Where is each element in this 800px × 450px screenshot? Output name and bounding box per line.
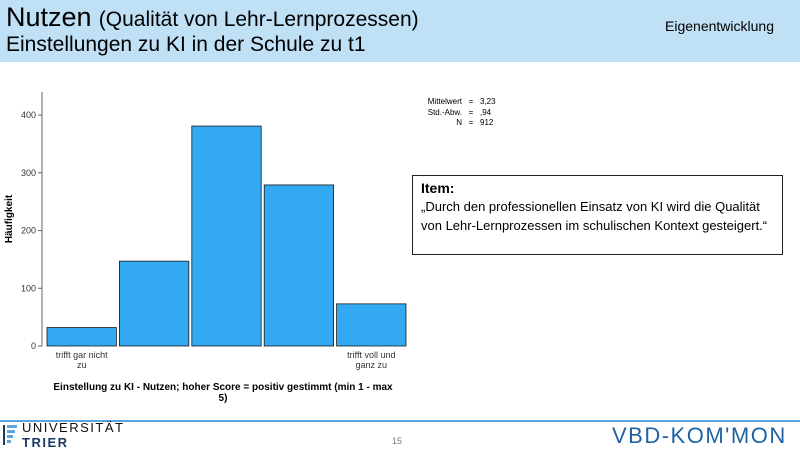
stats-row-mean: Mittelwert = 3,23 xyxy=(410,97,510,108)
title-main: Nutzen xyxy=(6,2,92,32)
page-number: 15 xyxy=(392,436,403,446)
bar-5 xyxy=(336,303,407,347)
y-axis-title: Häufigkeit xyxy=(4,194,15,243)
equals-sign: = xyxy=(468,107,474,117)
item-text: „Durch den professionellen Einsatz von K… xyxy=(421,199,768,233)
sd-label: Std.-Abw. xyxy=(427,107,462,117)
y-tick-label: 200 xyxy=(21,226,36,236)
x-tick-label: trifft gar nicht zu xyxy=(56,350,108,370)
stats-row-sd: Std.-Abw. = ,94 xyxy=(410,108,510,119)
n-label: N xyxy=(456,118,462,127)
y-tick-label: 300 xyxy=(21,168,36,178)
histogram-chart: 0 100 200 300 400 trifft gar nicht zu trifft v… xyxy=(4,92,407,404)
page-subtitle: Einstellungen zu KI in der Schule zu t1 xyxy=(6,33,366,56)
university-city: TRIER xyxy=(22,435,69,450)
stats-summary: Mittelwert = 3,23 Std.-Abw. = ,94 N = 91… xyxy=(410,97,510,129)
item-box: Item: „Durch den professionellen Einsatz… xyxy=(412,175,783,255)
y-axis: 0 100 200 300 400 xyxy=(21,92,43,351)
x-axis-title: Einstellung zu KI - Nutzen; hoher Score … xyxy=(53,382,393,404)
n-value: 912 xyxy=(480,118,494,127)
university-name: UNIVERSITÄT xyxy=(22,420,125,435)
source-label: Eigenentwicklung xyxy=(665,18,774,34)
stats-row-n: N = 912 xyxy=(410,118,510,129)
university-logo-icon xyxy=(3,425,17,445)
brand-logo: VBD-KOM'MON xyxy=(612,423,787,448)
y-tick-label: 400 xyxy=(21,110,36,120)
x-tick-label: trifft voll und ganz zu xyxy=(347,350,395,370)
bar-3 xyxy=(191,125,262,347)
bar-1 xyxy=(46,327,117,347)
bars xyxy=(46,125,407,347)
equals-sign: = xyxy=(468,97,474,106)
header-banner: Nutzen (Qualität von Lehr-Lernprozessen)… xyxy=(0,0,800,62)
y-tick-label: 100 xyxy=(21,283,36,293)
sd-value: ,94 xyxy=(480,107,492,117)
x-axis-labels: trifft gar nicht zu trifft voll und ganz zu xyxy=(56,350,396,370)
mean-value: 3,23 xyxy=(480,97,496,106)
mean-label: Mittelwert xyxy=(427,97,462,106)
title-sub: (Qualität von Lehr-Lernprozessen) xyxy=(98,8,419,31)
equals-sign: = xyxy=(468,118,474,127)
footer-divider xyxy=(0,420,800,422)
bar-4 xyxy=(263,184,335,347)
bar-2 xyxy=(119,260,190,347)
y-tick-label: 0 xyxy=(31,341,36,351)
item-heading: Item: xyxy=(421,180,455,196)
page-title: Nutzen (Qualität von Lehr-Lernprozessen) xyxy=(6,2,419,35)
